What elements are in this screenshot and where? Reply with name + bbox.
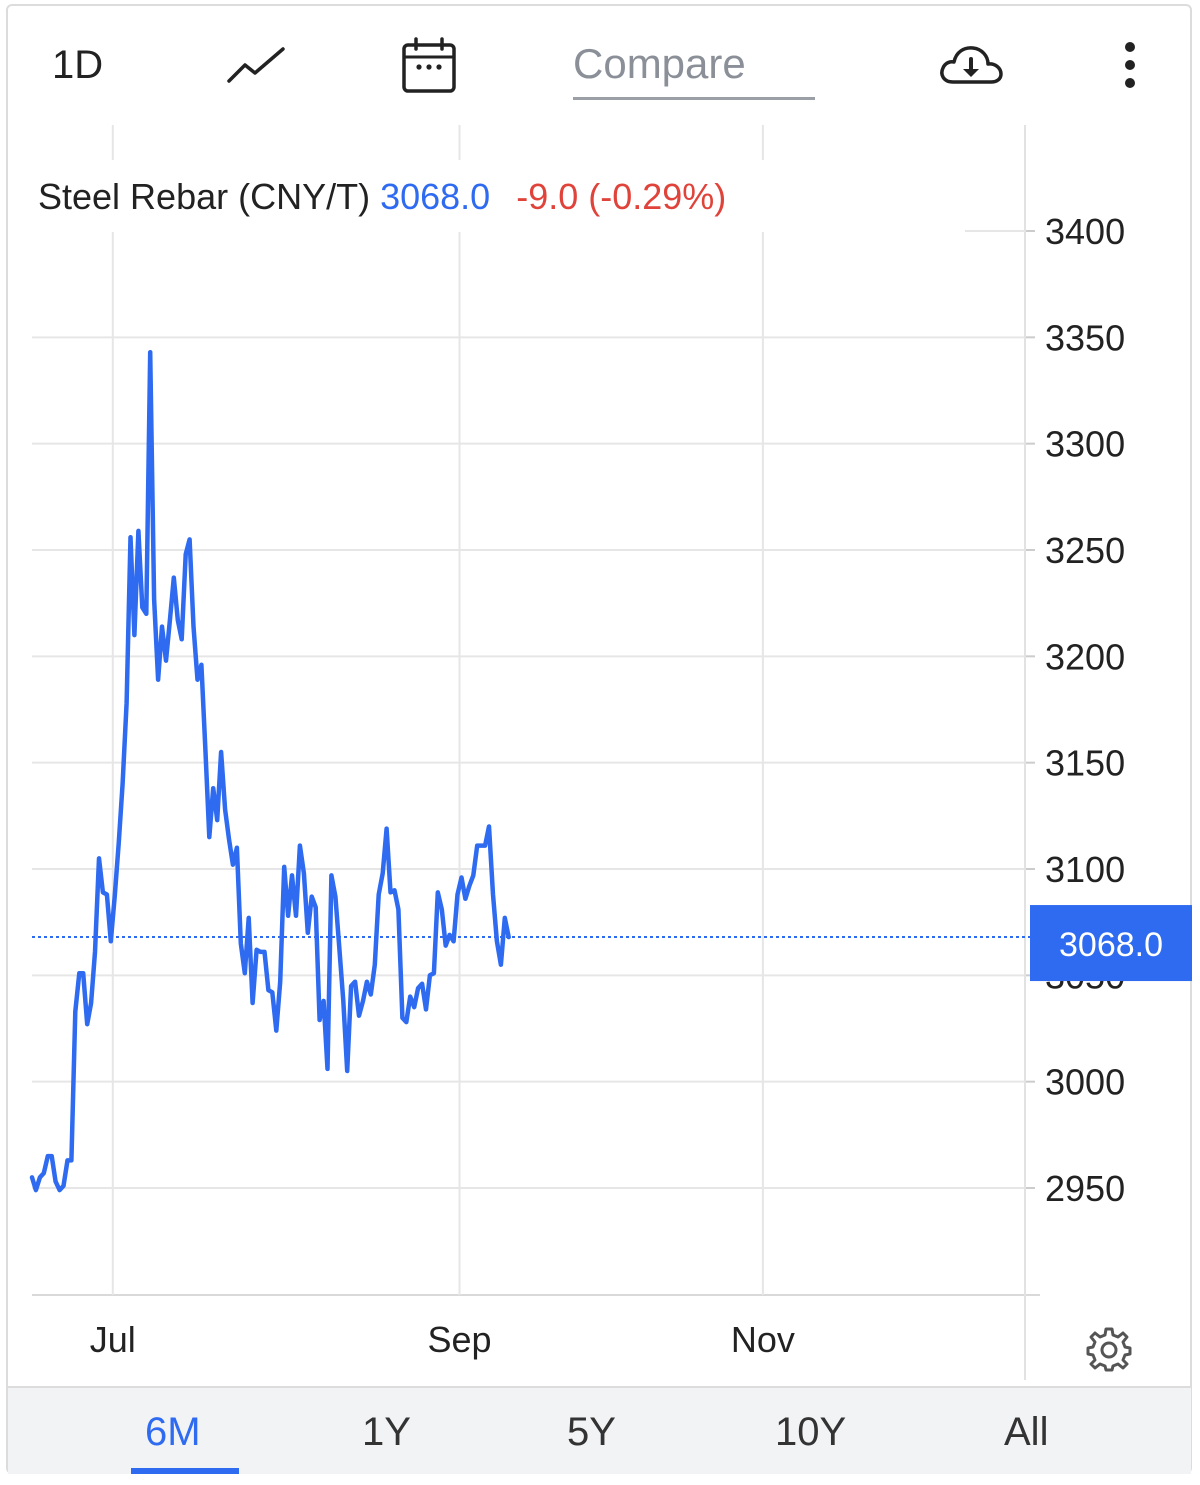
range-5y[interactable]: 5Y — [567, 1410, 616, 1454]
calendar-icon[interactable] — [398, 30, 460, 100]
period-selector[interactable]: 1D — [52, 42, 104, 87]
line-chart-icon[interactable] — [224, 30, 288, 100]
legend-backdrop — [30, 160, 1020, 232]
gear-icon[interactable] — [1086, 1326, 1132, 1372]
chart-legend: Steel Rebar (CNY/T) 3068.0 -9.0 (-0.29%) — [38, 176, 726, 218]
x-tick-label: Nov — [731, 1319, 795, 1360]
last-price-tag-label: 3068.0 — [1059, 926, 1163, 964]
last-price-tag — [1030, 905, 1192, 982]
x-tick-label: Sep — [427, 1319, 491, 1360]
range-6m[interactable]: 6M — [145, 1410, 201, 1454]
legend-instrument-name: Steel Rebar (CNY/T) — [38, 176, 371, 217]
more-vertical-icon[interactable] — [1110, 30, 1150, 100]
y-tick-label: 3000 — [1045, 1062, 1125, 1103]
y-tick-label: 3300 — [1045, 424, 1125, 465]
x-tick-label: Jul — [90, 1319, 136, 1360]
y-tick-label: 3200 — [1045, 636, 1125, 677]
y-tick-label: 3250 — [1045, 530, 1125, 571]
legend-price: 3068.0 — [380, 176, 491, 217]
y-tick-label: 2950 — [1045, 1168, 1125, 1209]
chart-series — [29, 349, 511, 1193]
chart-toolbar: 1D Compare — [0, 0, 1200, 125]
range-10y[interactable]: 10Y — [775, 1410, 847, 1454]
price-tag: 3068.0 — [32, 905, 1192, 982]
range-selector-bar: 6M 1Y 5Y 10Y All — [8, 1386, 1191, 1474]
y-tick-label: 3350 — [1045, 317, 1125, 358]
y-tick-label: 3100 — [1045, 849, 1125, 890]
y-tick-label: 3400 — [1045, 211, 1125, 252]
price-chart[interactable]: 3400335033003250320031503100305030002950… — [0, 0, 1200, 1380]
compare-input[interactable]: Compare — [573, 30, 815, 100]
y-axis-ticks: 3400335033003250320031503100305030002950 — [1045, 211, 1125, 1209]
x-axis-ticks: Jul Sep Nov — [90, 1319, 795, 1360]
cloud-download-icon[interactable] — [936, 30, 1006, 100]
active-range-underline — [131, 1468, 239, 1474]
y-tick-label: 3150 — [1045, 743, 1125, 784]
chart-grid — [30, 125, 1040, 1380]
range-all[interactable]: All — [1004, 1410, 1049, 1454]
range-1y[interactable]: 1Y — [362, 1410, 411, 1454]
price-series-line — [29, 349, 511, 1193]
legend-change: -9.0 (-0.29%) — [516, 176, 727, 217]
